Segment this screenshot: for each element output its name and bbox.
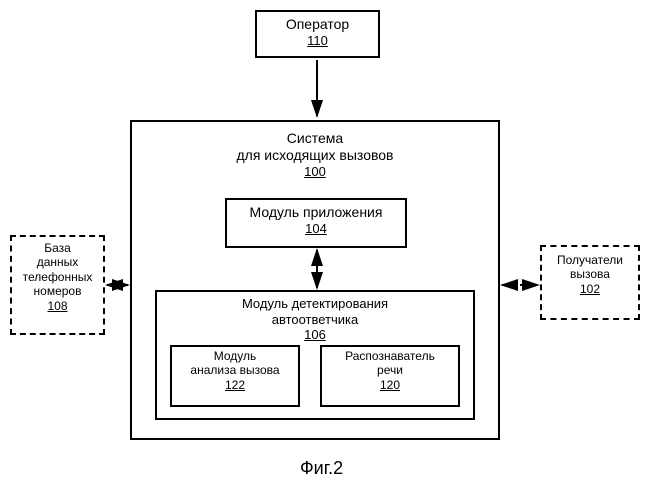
arrow-operator-to-system	[0, 0, 655, 500]
